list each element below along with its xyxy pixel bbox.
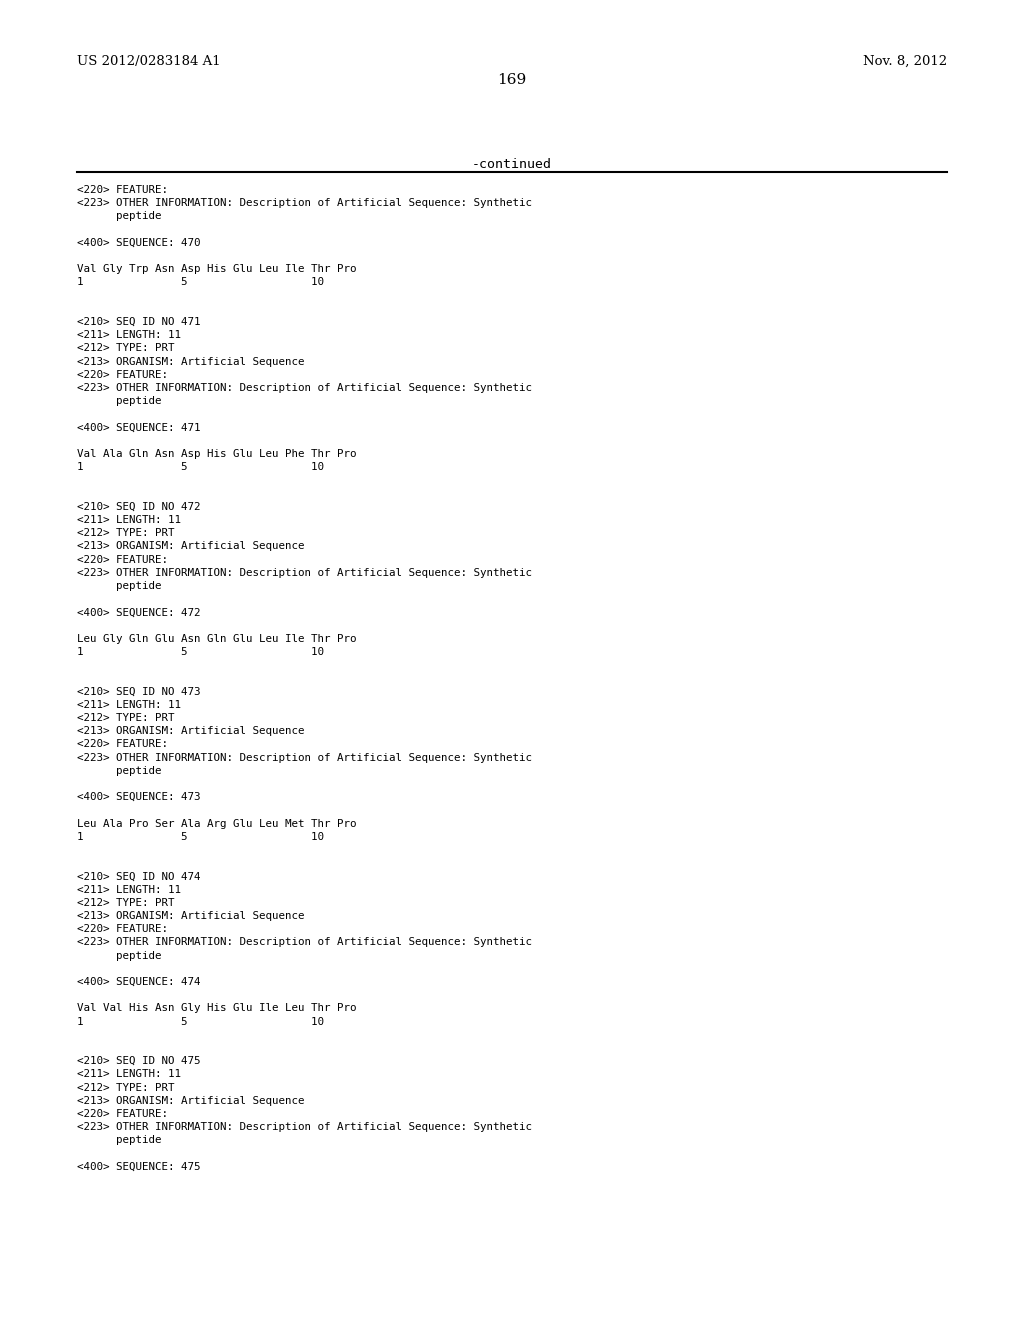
Text: <211> LENGTH: 11: <211> LENGTH: 11 xyxy=(77,515,181,525)
Text: <400> SEQUENCE: 472: <400> SEQUENCE: 472 xyxy=(77,607,201,618)
Text: Val Gly Trp Asn Asp His Glu Leu Ile Thr Pro: Val Gly Trp Asn Asp His Glu Leu Ile Thr … xyxy=(77,264,356,275)
Text: <213> ORGANISM: Artificial Sequence: <213> ORGANISM: Artificial Sequence xyxy=(77,1096,304,1106)
Text: <223> OTHER INFORMATION: Description of Artificial Sequence: Synthetic: <223> OTHER INFORMATION: Description of … xyxy=(77,752,532,763)
Text: <223> OTHER INFORMATION: Description of Artificial Sequence: Synthetic: <223> OTHER INFORMATION: Description of … xyxy=(77,198,532,209)
Text: <400> SEQUENCE: 475: <400> SEQUENCE: 475 xyxy=(77,1162,201,1172)
Text: <220> FEATURE:: <220> FEATURE: xyxy=(77,924,168,935)
Text: <220> FEATURE:: <220> FEATURE: xyxy=(77,185,168,195)
Text: peptide: peptide xyxy=(77,766,162,776)
Text: peptide: peptide xyxy=(77,950,162,961)
Text: -continued: -continued xyxy=(472,158,552,172)
Text: US 2012/0283184 A1: US 2012/0283184 A1 xyxy=(77,55,220,69)
Text: <212> TYPE: PRT: <212> TYPE: PRT xyxy=(77,528,174,539)
Text: 1               5                   10: 1 5 10 xyxy=(77,462,324,473)
Text: <213> ORGANISM: Artificial Sequence: <213> ORGANISM: Artificial Sequence xyxy=(77,911,304,921)
Text: <220> FEATURE:: <220> FEATURE: xyxy=(77,554,168,565)
Text: <212> TYPE: PRT: <212> TYPE: PRT xyxy=(77,898,174,908)
Text: Leu Gly Gln Glu Asn Gln Glu Leu Ile Thr Pro: Leu Gly Gln Glu Asn Gln Glu Leu Ile Thr … xyxy=(77,634,356,644)
Text: <210> SEQ ID NO 473: <210> SEQ ID NO 473 xyxy=(77,686,201,697)
Text: Nov. 8, 2012: Nov. 8, 2012 xyxy=(863,55,947,69)
Text: <220> FEATURE:: <220> FEATURE: xyxy=(77,739,168,750)
Text: <211> LENGTH: 11: <211> LENGTH: 11 xyxy=(77,700,181,710)
Text: <400> SEQUENCE: 471: <400> SEQUENCE: 471 xyxy=(77,422,201,433)
Text: <213> ORGANISM: Artificial Sequence: <213> ORGANISM: Artificial Sequence xyxy=(77,726,304,737)
Text: 169: 169 xyxy=(498,73,526,87)
Text: 1               5                   10: 1 5 10 xyxy=(77,277,324,288)
Text: <210> SEQ ID NO 472: <210> SEQ ID NO 472 xyxy=(77,502,201,512)
Text: <212> TYPE: PRT: <212> TYPE: PRT xyxy=(77,1082,174,1093)
Text: <210> SEQ ID NO 475: <210> SEQ ID NO 475 xyxy=(77,1056,201,1067)
Text: <212> TYPE: PRT: <212> TYPE: PRT xyxy=(77,343,174,354)
Text: <400> SEQUENCE: 474: <400> SEQUENCE: 474 xyxy=(77,977,201,987)
Text: <213> ORGANISM: Artificial Sequence: <213> ORGANISM: Artificial Sequence xyxy=(77,541,304,552)
Text: <210> SEQ ID NO 474: <210> SEQ ID NO 474 xyxy=(77,871,201,882)
Text: <223> OTHER INFORMATION: Description of Artificial Sequence: Synthetic: <223> OTHER INFORMATION: Description of … xyxy=(77,383,532,393)
Text: peptide: peptide xyxy=(77,396,162,407)
Text: peptide: peptide xyxy=(77,1135,162,1146)
Text: <220> FEATURE:: <220> FEATURE: xyxy=(77,1109,168,1119)
Text: <223> OTHER INFORMATION: Description of Artificial Sequence: Synthetic: <223> OTHER INFORMATION: Description of … xyxy=(77,1122,532,1133)
Text: Val Ala Gln Asn Asp His Glu Leu Phe Thr Pro: Val Ala Gln Asn Asp His Glu Leu Phe Thr … xyxy=(77,449,356,459)
Text: <211> LENGTH: 11: <211> LENGTH: 11 xyxy=(77,884,181,895)
Text: <223> OTHER INFORMATION: Description of Artificial Sequence: Synthetic: <223> OTHER INFORMATION: Description of … xyxy=(77,937,532,948)
Text: peptide: peptide xyxy=(77,581,162,591)
Text: Leu Ala Pro Ser Ala Arg Glu Leu Met Thr Pro: Leu Ala Pro Ser Ala Arg Glu Leu Met Thr … xyxy=(77,818,356,829)
Text: <213> ORGANISM: Artificial Sequence: <213> ORGANISM: Artificial Sequence xyxy=(77,356,304,367)
Text: <211> LENGTH: 11: <211> LENGTH: 11 xyxy=(77,1069,181,1080)
Text: <211> LENGTH: 11: <211> LENGTH: 11 xyxy=(77,330,181,341)
Text: <220> FEATURE:: <220> FEATURE: xyxy=(77,370,168,380)
Text: <400> SEQUENCE: 473: <400> SEQUENCE: 473 xyxy=(77,792,201,803)
Text: <210> SEQ ID NO 471: <210> SEQ ID NO 471 xyxy=(77,317,201,327)
Text: <223> OTHER INFORMATION: Description of Artificial Sequence: Synthetic: <223> OTHER INFORMATION: Description of … xyxy=(77,568,532,578)
Text: <400> SEQUENCE: 470: <400> SEQUENCE: 470 xyxy=(77,238,201,248)
Text: 1               5                   10: 1 5 10 xyxy=(77,832,324,842)
Text: 1               5                   10: 1 5 10 xyxy=(77,647,324,657)
Text: <212> TYPE: PRT: <212> TYPE: PRT xyxy=(77,713,174,723)
Text: peptide: peptide xyxy=(77,211,162,222)
Text: Val Val His Asn Gly His Glu Ile Leu Thr Pro: Val Val His Asn Gly His Glu Ile Leu Thr … xyxy=(77,1003,356,1014)
Text: 1               5                   10: 1 5 10 xyxy=(77,1016,324,1027)
